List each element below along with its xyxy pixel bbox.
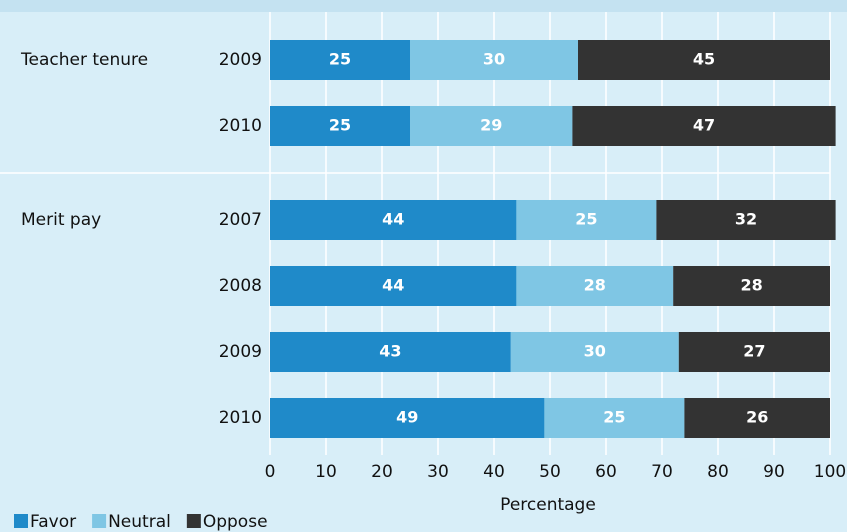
value-label: 32 xyxy=(735,210,757,229)
bar-segment xyxy=(544,398,685,438)
x-tick-label: 10 xyxy=(315,462,337,482)
value-label: 26 xyxy=(746,408,768,427)
bar-segment xyxy=(684,398,830,438)
value-label: 49 xyxy=(396,408,418,427)
value-label: 25 xyxy=(575,210,597,229)
x-tick-label: 100 xyxy=(814,462,846,482)
value-label: 25 xyxy=(603,408,625,427)
bar-segment xyxy=(270,332,511,372)
value-label: 30 xyxy=(483,50,505,69)
value-label: 43 xyxy=(379,342,401,361)
bar-segment xyxy=(516,200,657,240)
value-label: 29 xyxy=(480,116,502,135)
y-tick-label: 2009 xyxy=(219,50,262,70)
bar-segment xyxy=(510,332,679,372)
x-tick-label: 60 xyxy=(595,462,617,482)
x-tick-label: 70 xyxy=(651,462,673,482)
value-label: 30 xyxy=(584,342,606,361)
value-label: 47 xyxy=(693,116,715,135)
y-tick-label: 2010 xyxy=(219,408,262,428)
value-label: 28 xyxy=(584,276,606,295)
y-tick-label: 2009 xyxy=(219,342,262,362)
value-label: 25 xyxy=(329,116,351,135)
bar-segment xyxy=(270,266,517,306)
legend-label: Oppose xyxy=(203,512,268,532)
value-label: 25 xyxy=(329,50,351,69)
legend-label: Favor xyxy=(30,512,76,532)
value-label: 44 xyxy=(382,276,404,295)
bar-segment xyxy=(410,106,573,146)
value-label: 27 xyxy=(743,342,765,361)
value-label: 44 xyxy=(382,210,404,229)
bar-segment xyxy=(516,266,674,306)
legend-label: Neutral xyxy=(108,512,171,532)
x-tick-label: 40 xyxy=(483,462,505,482)
bar-segment xyxy=(673,266,830,306)
x-tick-label: 90 xyxy=(763,462,785,482)
legend-swatch xyxy=(92,514,107,528)
x-tick-label: 30 xyxy=(427,462,449,482)
bar-segment xyxy=(270,106,410,146)
value-label: 28 xyxy=(740,276,762,295)
bar-segment xyxy=(270,40,410,80)
x-tick-label: 20 xyxy=(371,462,393,482)
y-tick-label: 2007 xyxy=(219,210,262,230)
y-tick-label: 2008 xyxy=(219,276,262,296)
group-label: Merit pay xyxy=(21,210,101,230)
x-tick-label: 50 xyxy=(539,462,561,482)
bar-segment xyxy=(656,200,836,240)
bar-segment xyxy=(678,332,830,372)
x-tick-label: 0 xyxy=(265,462,276,482)
bar-segment xyxy=(410,40,578,80)
bar-segment xyxy=(572,106,836,146)
legend-swatch xyxy=(186,514,201,528)
value-label: 45 xyxy=(693,50,715,69)
x-axis-label: Percentage xyxy=(500,495,596,515)
bar-segment xyxy=(270,200,517,240)
group-label: Teacher tenure xyxy=(20,50,148,70)
top-band xyxy=(0,0,847,12)
legend-swatch xyxy=(14,514,28,528)
bar-segment xyxy=(270,398,545,438)
x-tick-label: 80 xyxy=(707,462,729,482)
bar-segment xyxy=(578,40,830,80)
y-tick-label: 2010 xyxy=(219,116,262,136)
